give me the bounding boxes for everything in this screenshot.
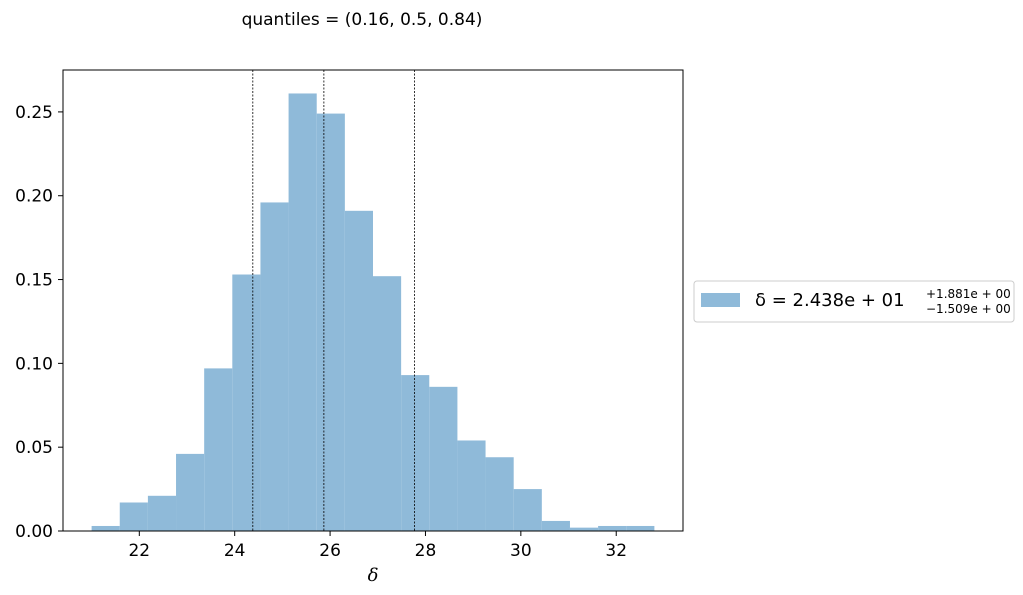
histogram-bar bbox=[260, 202, 289, 531]
legend-swatch bbox=[701, 293, 740, 307]
histogram-bar bbox=[204, 368, 233, 531]
y-tick-label: 0.25 bbox=[15, 103, 53, 123]
histogram-bar bbox=[401, 375, 430, 531]
x-tick-label: 28 bbox=[415, 541, 437, 561]
histogram-bar bbox=[429, 386, 458, 531]
histogram-bar bbox=[373, 276, 402, 531]
histogram-bar bbox=[176, 453, 205, 531]
chart-title: quantiles = (0.16, 0.5, 0.84) bbox=[242, 10, 483, 30]
histogram-bar bbox=[485, 457, 514, 531]
histogram-bar bbox=[569, 527, 599, 531]
x-tick-label: 26 bbox=[319, 541, 341, 561]
x-tick-label: 30 bbox=[510, 541, 532, 561]
legend: δ = 2.438e + 01 +1.881e + 00 −1.509e + 0… bbox=[693, 280, 1015, 323]
histogram-bar bbox=[147, 495, 177, 531]
y-tick-label: 0.10 bbox=[15, 354, 53, 374]
x-axis: 22 24 26 28 30 32 bbox=[128, 531, 627, 561]
legend-label-main: δ = 2.438e + 01 bbox=[755, 290, 905, 311]
histogram-bar bbox=[91, 525, 120, 531]
x-tick-label: 32 bbox=[605, 541, 627, 561]
y-tick-label: 0.00 bbox=[15, 522, 53, 542]
histogram-bar bbox=[119, 502, 148, 531]
legend-label-sup: +1.881e + 00 bbox=[926, 287, 1011, 301]
histogram-bar bbox=[288, 93, 317, 532]
histogram-bar bbox=[457, 440, 486, 531]
histogram-bar bbox=[316, 113, 345, 532]
legend-frame bbox=[693, 280, 1015, 323]
histogram-bar bbox=[626, 525, 655, 531]
y-tick-label: 0.15 bbox=[15, 271, 53, 291]
histogram-bar bbox=[513, 489, 542, 531]
y-tick-label: 0.05 bbox=[15, 438, 53, 458]
x-tick-label: 24 bbox=[224, 541, 246, 561]
x-tick-label: 22 bbox=[128, 541, 150, 561]
histogram-bar bbox=[344, 210, 373, 531]
bars-layer bbox=[91, 93, 655, 532]
histogram-bar bbox=[598, 525, 627, 531]
histogram-bar bbox=[232, 274, 261, 531]
legend-label-sub: −1.509e + 00 bbox=[926, 302, 1011, 316]
x-axis-label: δ bbox=[368, 565, 379, 586]
plot-frame bbox=[62, 69, 684, 532]
legend-label: δ = 2.438e + 01 bbox=[755, 290, 905, 311]
y-tick-label: 0.20 bbox=[15, 187, 53, 207]
y-axis: 0.00 0.05 0.10 0.15 0.20 0.25 bbox=[15, 103, 63, 542]
histogram-bar bbox=[541, 520, 570, 531]
